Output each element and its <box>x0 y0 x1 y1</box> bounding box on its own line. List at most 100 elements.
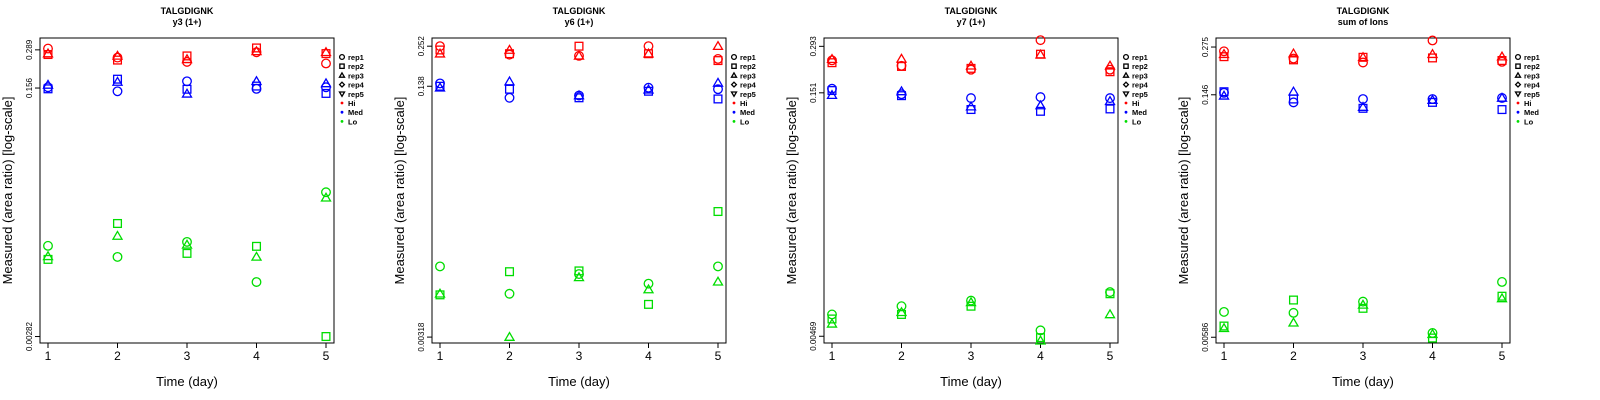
data-point-hi-rep3-day5 <box>320 46 332 57</box>
data-point-med-rep2-day2 <box>896 91 907 101</box>
legend-label: rep4 <box>1524 81 1541 90</box>
y-tick-label: 0.00586 <box>1201 322 1210 351</box>
legend-label: Lo <box>1132 117 1142 126</box>
chart-subtitle: sum of Ions <box>1338 17 1389 27</box>
legend-label: rep2 <box>1132 62 1148 71</box>
data-point-lo-rep2-day5 <box>713 206 723 217</box>
data-point-hi-rep1-day3 <box>1358 57 1368 68</box>
legend-marker-rep2 <box>1123 63 1129 70</box>
x-tick-label: 3 <box>576 349 583 363</box>
data-point-lo-rep2-day4 <box>1035 333 1046 343</box>
y-tick-label: 0.00282 <box>25 322 34 351</box>
data-point-med-rep3-day5 <box>712 77 724 87</box>
data-point-hi-rep3-day4 <box>1034 48 1047 59</box>
x-tick-label: 5 <box>715 349 722 363</box>
legend-marker-rep1 <box>730 53 738 61</box>
legend-marker-rep2 <box>339 63 345 70</box>
legend-label: rep3 <box>740 71 756 80</box>
y-axis-label: Measured (area ratio) [log-scale] <box>784 97 799 285</box>
data-point-lo-rep1-day5 <box>1105 287 1115 298</box>
chart-title: TALGDIGNK <box>161 6 214 16</box>
x-tick-label: 3 <box>968 349 975 363</box>
data-point-med-rep1-day1 <box>43 82 53 93</box>
legend-label: rep5 <box>740 90 756 99</box>
legend-dot-med <box>340 110 344 114</box>
x-axis-label: Time (day) <box>156 374 218 389</box>
data-point-med-rep1-day4 <box>251 83 262 94</box>
chart-subtitle: y7 (1+) <box>957 17 986 27</box>
legend-marker-rep2 <box>1515 63 1521 70</box>
legend-label: rep4 <box>740 81 757 90</box>
data-point-med-rep3-day2 <box>895 85 908 96</box>
y-tick-label: 0.151 <box>809 82 818 103</box>
data-point-hi-rep1-day1 <box>43 43 53 54</box>
data-point-med-rep3-day5 <box>1104 95 1116 106</box>
data-point-med-rep2-day2 <box>504 84 515 94</box>
data-point-hi-rep2-day3 <box>182 51 192 61</box>
y-axis-label: Measured (area ratio) [log-scale] <box>1176 97 1191 285</box>
legend-dot-lo <box>1124 120 1128 123</box>
legend-label: rep4 <box>1132 81 1149 90</box>
data-point-lo-rep3-day3 <box>965 296 977 307</box>
chart-title: TALGDIGNK <box>553 6 606 16</box>
data-point-lo-rep1-day2 <box>896 301 907 312</box>
data-point-med-rep2-day5 <box>1105 104 1115 114</box>
x-axis-label: Time (day) <box>940 374 1002 389</box>
y-tick-label: 0.156 <box>25 77 34 98</box>
data-point-lo-rep1-day1 <box>435 261 445 272</box>
legend-label: rep5 <box>1524 90 1540 99</box>
data-point-lo-rep2-day2 <box>1288 295 1299 305</box>
legend-label: rep2 <box>1524 62 1540 71</box>
legend-label: rep5 <box>1132 90 1148 99</box>
data-point-med-rep2-day4 <box>251 81 262 91</box>
data-point-lo-rep3-day2 <box>503 331 516 341</box>
data-point-lo-rep3-day4 <box>250 251 263 261</box>
data-point-lo-rep1-day3 <box>1358 296 1368 307</box>
legend-dot-med <box>1124 110 1128 114</box>
legend-label: Lo <box>1524 117 1534 126</box>
plot-area-frame <box>431 37 727 344</box>
data-point-hi-rep3-day3 <box>573 50 585 60</box>
data-point-med-rep3-day4 <box>1426 94 1439 105</box>
plot-area-frame <box>39 37 335 344</box>
data-point-hi-rep2-day1 <box>435 45 445 55</box>
data-point-med-rep3-day1 <box>1218 90 1230 100</box>
data-point-med-rep3-day3 <box>573 89 585 100</box>
legend-marker-rep3 <box>1122 71 1130 78</box>
data-point-med-rep2-day5 <box>1497 105 1507 115</box>
data-point-med-rep3-day5 <box>1496 92 1508 102</box>
data-point-hi-rep1-day5 <box>713 54 723 64</box>
data-point-lo-rep3-day5 <box>1104 308 1116 319</box>
data-point-hi-rep3-day1 <box>1218 48 1230 59</box>
data-point-lo-rep1-day1 <box>43 240 53 251</box>
data-point-lo-rep3-day2 <box>111 230 124 240</box>
y-tick-label: 0.293 <box>809 36 818 57</box>
data-point-lo-rep1-day1 <box>1219 306 1229 317</box>
chart-subtitle: y3 (1+) <box>173 17 202 27</box>
y-axis-label: Measured (area ratio) [log-scale] <box>392 97 407 285</box>
data-point-hi-rep2-day4 <box>251 43 262 53</box>
data-point-lo-rep1-day3 <box>182 236 192 247</box>
x-tick-label: 2 <box>1290 349 1297 363</box>
data-point-med-rep3-day1 <box>42 79 54 89</box>
x-tick-label: 2 <box>114 349 121 363</box>
data-point-lo-rep3-day5 <box>1496 292 1508 303</box>
data-point-lo-rep1-day4 <box>1035 325 1046 336</box>
data-point-lo-rep2-day3 <box>574 266 584 276</box>
data-point-hi-rep3-day3 <box>1357 51 1369 62</box>
legend-label: rep5 <box>348 90 364 99</box>
data-points <box>826 35 1116 345</box>
data-point-lo-rep3-day1 <box>42 250 54 261</box>
data-point-hi-rep2-day5 <box>1105 67 1115 77</box>
data-point-lo-rep1-day5 <box>321 187 331 198</box>
y-tick-label: 0.138 <box>417 76 426 97</box>
legend-label: rep3 <box>1132 71 1148 80</box>
y-tick-label: 0.146 <box>1201 84 1210 105</box>
